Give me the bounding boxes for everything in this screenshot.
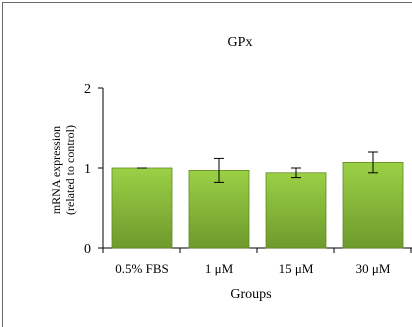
y-tick-label: 2 <box>84 82 91 97</box>
error-bar <box>291 167 301 179</box>
error-bar <box>214 157 224 183</box>
bars <box>111 161 404 249</box>
error-bars <box>137 151 378 183</box>
bar <box>342 161 404 249</box>
x-tick-label: 15 μM <box>279 261 314 276</box>
y-ticks: 0 1 2 <box>84 82 103 257</box>
chart-title: GPx <box>228 35 253 50</box>
x-tick-labels: 0.5% FBS 1 μM 15 μM 30 μM <box>115 261 391 276</box>
x-tick-label: 30 μM <box>356 261 391 276</box>
x-tick-label: 0.5% FBS <box>115 261 168 276</box>
error-bar <box>368 151 378 174</box>
y-tick-label: 0 <box>84 242 91 257</box>
y-axis-label-line2: (related to control) <box>63 125 77 215</box>
bar <box>111 167 173 249</box>
bar <box>265 172 327 249</box>
x-axis-label: Groups <box>230 287 271 302</box>
bar <box>188 169 250 249</box>
x-tick-label: 1 μM <box>205 261 234 276</box>
x-ticks <box>102 248 412 253</box>
y-tick-label: 1 <box>84 162 91 177</box>
y-axis-label: mRNA expression <box>49 126 63 214</box>
